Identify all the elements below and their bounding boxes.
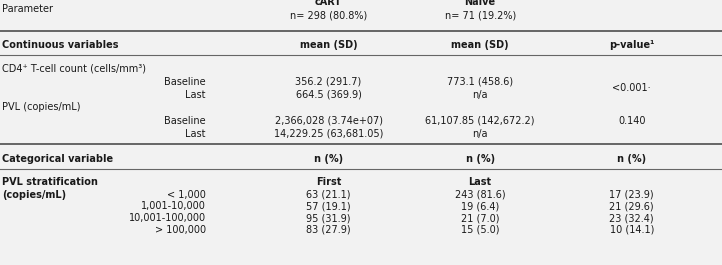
Text: Continuous variables: Continuous variables (2, 40, 118, 50)
Text: 1,001-10,000: 1,001-10,000 (141, 201, 206, 211)
Text: 10 (14.1): 10 (14.1) (609, 225, 654, 235)
Text: 21 (29.6): 21 (29.6) (609, 201, 654, 211)
Text: Last: Last (469, 177, 492, 187)
Text: n (%): n (%) (466, 154, 495, 164)
Text: 23 (32.4): 23 (32.4) (609, 213, 654, 223)
Text: PVL stratification: PVL stratification (2, 177, 98, 187)
Text: n= 298 (80.8%): n= 298 (80.8%) (290, 10, 367, 20)
Text: 243 (81.6): 243 (81.6) (455, 190, 505, 200)
Text: 17 (23.9): 17 (23.9) (609, 190, 654, 200)
Text: 19 (6.4): 19 (6.4) (461, 201, 499, 211)
Text: n/a: n/a (472, 90, 488, 100)
Text: Baseline: Baseline (164, 77, 206, 87)
Text: 0.140: 0.140 (618, 116, 645, 126)
Text: First: First (316, 177, 342, 187)
Text: (copies/mL): (copies/mL) (2, 190, 66, 200)
Text: 14,229.25 (63,681.05): 14,229.25 (63,681.05) (274, 129, 383, 139)
Text: PVL (copies/mL): PVL (copies/mL) (2, 102, 81, 112)
Text: n (%): n (%) (617, 154, 646, 164)
Text: Naive: Naive (464, 0, 496, 7)
Text: 10,001-100,000: 10,001-100,000 (129, 213, 206, 223)
Text: Last: Last (186, 129, 206, 139)
Text: > 100,000: > 100,000 (155, 225, 206, 235)
Text: n= 71 (19.2%): n= 71 (19.2%) (445, 10, 516, 20)
Text: p-value¹: p-value¹ (609, 40, 654, 50)
Text: <0.001·: <0.001· (612, 83, 651, 93)
Text: n (%): n (%) (314, 154, 343, 164)
Text: 95 (31.9): 95 (31.9) (306, 213, 351, 223)
Text: Categorical variable: Categorical variable (2, 154, 113, 164)
Text: 773.1 (458.6): 773.1 (458.6) (447, 77, 513, 87)
Text: 15 (5.0): 15 (5.0) (461, 225, 500, 235)
Text: n/a: n/a (472, 129, 488, 139)
Text: Parameter: Parameter (2, 4, 53, 14)
Text: 2,366,028 (3.74e+07): 2,366,028 (3.74e+07) (274, 116, 383, 126)
Text: < 1,000: < 1,000 (167, 190, 206, 200)
Text: mean (SD): mean (SD) (451, 40, 509, 50)
Text: mean (SD): mean (SD) (300, 40, 357, 50)
Text: 63 (21.1): 63 (21.1) (306, 190, 351, 200)
Text: 57 (19.1): 57 (19.1) (306, 201, 351, 211)
Text: 21 (7.0): 21 (7.0) (461, 213, 500, 223)
Text: 83 (27.9): 83 (27.9) (306, 225, 351, 235)
Text: 61,107.85 (142,672.2): 61,107.85 (142,672.2) (425, 116, 535, 126)
Text: 356.2 (291.7): 356.2 (291.7) (295, 77, 362, 87)
Text: CD4⁺ T-cell count (cells/mm³): CD4⁺ T-cell count (cells/mm³) (2, 63, 146, 73)
Text: Baseline: Baseline (164, 116, 206, 126)
Text: cART: cART (315, 0, 342, 7)
Text: 664.5 (369.9): 664.5 (369.9) (295, 90, 362, 100)
Text: Last: Last (186, 90, 206, 100)
